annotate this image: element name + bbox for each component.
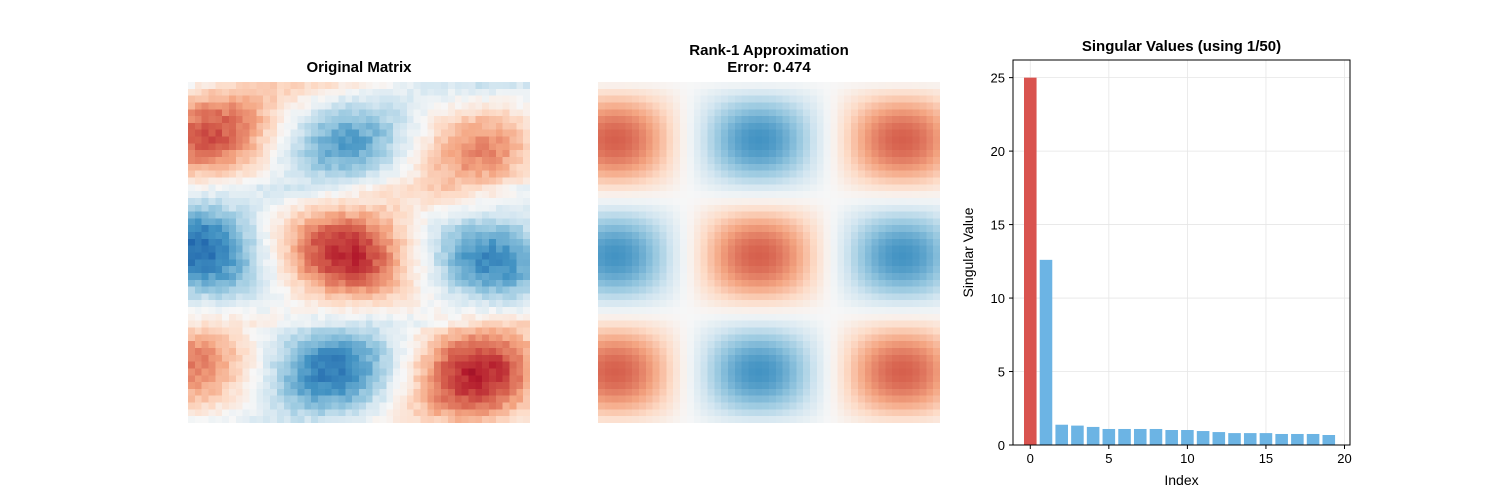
bar-19 (1322, 435, 1336, 445)
x-tick-label: 15 (1259, 451, 1273, 466)
axes-frame (1012, 59, 1351, 446)
rank1-error-line: Error: 0.474 (727, 59, 811, 76)
bar-12 (1212, 432, 1226, 445)
y-tick-label: 25 (991, 71, 1005, 86)
y-tick-label: 0 (998, 438, 1005, 453)
x-tick-label: 20 (1337, 451, 1351, 466)
bar-10 (1181, 430, 1194, 445)
singular-values-title: Singular Values (using 1/50) (1081, 38, 1282, 55)
rank1-title-line: Rank-1 Approximation (689, 42, 849, 59)
bar-14 (1243, 433, 1257, 445)
bar-8 (1149, 428, 1163, 445)
bar-4 (1086, 426, 1100, 445)
bar-15 (1259, 433, 1273, 445)
bar-2 (1055, 424, 1068, 445)
bar-5 (1102, 428, 1116, 445)
bar-9 (1165, 430, 1178, 445)
x-tick-label: 0 (1027, 451, 1034, 466)
original-matrix-heatmap (188, 82, 530, 423)
bar-6 (1118, 428, 1131, 445)
y-tick-label: 10 (991, 291, 1005, 306)
bar-11 (1196, 431, 1210, 445)
rank1-heatmap (598, 82, 940, 423)
bar-0 (1023, 77, 1037, 445)
bar-17 (1291, 433, 1304, 445)
bar-3 (1071, 425, 1084, 445)
bar-1 (1039, 259, 1053, 445)
y-axis-label: Singular Value (960, 207, 976, 297)
y-tick-label: 20 (991, 144, 1005, 159)
x-axis-label: Index (1164, 472, 1198, 488)
original-matrix-title: Original Matrix (306, 59, 412, 76)
x-tick-label: 10 (1180, 451, 1194, 466)
bar-16 (1275, 433, 1288, 445)
bar-18 (1306, 433, 1320, 445)
y-tick-label: 5 (998, 365, 1005, 380)
x-tick-label: 5 (1105, 451, 1112, 466)
y-tick-label: 15 (991, 218, 1005, 233)
bar-7 (1133, 428, 1147, 445)
rank1-title: Rank-1 Approximation Error: 0.474 (598, 42, 940, 76)
bar-13 (1228, 433, 1241, 445)
